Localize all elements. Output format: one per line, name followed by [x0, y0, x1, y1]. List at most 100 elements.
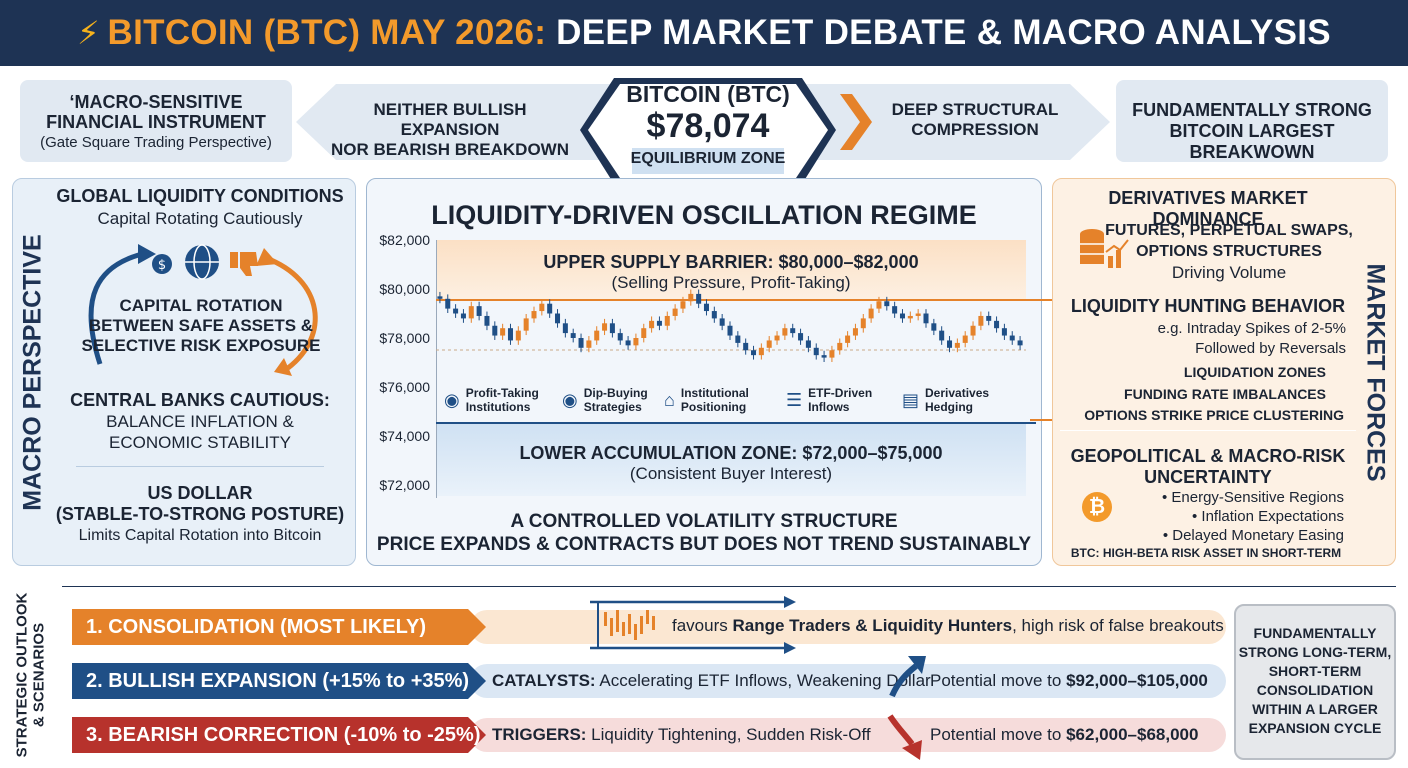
left-arrow-line2: NOR BEARISH BREAKDOWN	[331, 140, 569, 159]
scenario-3-text: TRIGGERS: Liquidity Tightening, Sudden R…	[492, 725, 871, 745]
candle-body	[1009, 335, 1015, 341]
upper-zone-sub: (Selling Pressure, Profit-Taking)	[611, 273, 851, 292]
upper-supply-zone	[436, 240, 1026, 300]
liquidity-section: GLOBAL LIQUIDITY CONDITIONS Capital Rota…	[54, 186, 346, 229]
candle-body	[555, 313, 561, 324]
candle-body	[868, 308, 874, 319]
candle-body	[633, 338, 639, 346]
funding-rate-item: FUNDING RATE IMBALANCES	[1124, 386, 1326, 402]
scenario-3-prefix: TRIGGERS:	[492, 725, 587, 744]
candle-body	[939, 330, 945, 341]
scenario-2-prefix: CATALYSTS:	[492, 671, 596, 690]
candle-body	[907, 315, 913, 319]
scenario-1-label: 1. CONSOLIDATION (MOST LIKELY)	[86, 616, 427, 638]
rotation-diagram: $	[88, 244, 318, 376]
geo-bullet-0: • Energy-Sensitive Regions	[1161, 489, 1344, 506]
candle-body	[570, 333, 576, 338]
y-axis	[436, 240, 437, 498]
candle-body	[594, 330, 600, 341]
candle-body	[962, 335, 968, 343]
derivatives-l2: OPTIONS STRUCTURES	[1136, 243, 1322, 260]
candle-body	[884, 301, 890, 307]
candle-body	[782, 328, 788, 336]
candle-body	[562, 323, 568, 334]
candle-body	[664, 315, 670, 326]
lower-zone-title: LOWER ACCUMULATION ZONE: $72,000–$75,000	[519, 443, 943, 463]
btc-price: $78,074	[646, 107, 770, 145]
candle-body	[688, 293, 694, 302]
lightning-icon: ⚡	[77, 15, 100, 51]
candle-body	[954, 342, 960, 348]
globe-icon	[185, 244, 219, 280]
left-arrow-banner	[296, 84, 636, 160]
geo-footer: BTC: HIGH-BETA RISK ASSET IN SHORT-TERM	[1070, 546, 1342, 560]
instrument-line1: ‘MACRO-SENSITIVE	[69, 92, 243, 112]
candle-body	[641, 328, 647, 338]
y-tick-labels: $82,000 $80,000 $78,000 $76,000 $74,000 …	[370, 232, 430, 500]
candle-body	[711, 311, 717, 319]
participant-dip-buying: ◉ Dip-Buying Strategies	[562, 386, 662, 414]
liquidity-title: GLOBAL LIQUIDITY CONDITIONS	[56, 186, 344, 206]
candle-body	[719, 318, 725, 326]
hunting-title: LIQUIDITY HUNTING BEHAVIOR	[1070, 296, 1346, 316]
candle-body	[476, 306, 482, 316]
rotation-line1: CAPITAL ROTATION	[119, 296, 283, 315]
summary-line5: EXPANSION CYCLE	[1248, 720, 1382, 736]
title-suffix: DEEP MARKET DEBATE & MACRO ANALYSIS	[556, 13, 1331, 52]
scenario-2-move-value: $92,000–$105,000	[1066, 671, 1208, 690]
regime-title: LIQUIDITY-DRIVEN OSCILLATION REGIME	[431, 200, 977, 230]
geo-bullet-2: • Delayed Monetary Easing	[1162, 527, 1344, 544]
scenario-2-text: CATALYSTS: Accelerating ETF Inflows, Wea…	[492, 671, 931, 691]
summary-line2: SHORT-TERM	[1268, 663, 1362, 679]
fundamental-box: FUNDAMENTALLY STRONG BITCOIN LARGEST BRE…	[1116, 80, 1388, 162]
scenario-1-text: favours Range Traders & Liquidity Hunter…	[672, 616, 1224, 636]
participant-derivatives: ▤ Derivatives Hedging	[902, 386, 1012, 414]
candle-body	[970, 325, 976, 336]
candle-body	[672, 308, 678, 316]
scenario-3-move-pre: Potential move to	[930, 725, 1067, 744]
candle-body	[758, 347, 764, 356]
outlook-side-label2: & SCENARIOS	[30, 622, 47, 728]
participant-3-line1: ETF-Driven	[808, 386, 873, 400]
macro-side-label-wrap: MACRO PERSPECTIVE	[12, 178, 54, 566]
participant-4-line1: Derivatives	[925, 386, 990, 400]
regime-footer1: A CONTROLLED VOLATILITY STRUCTURE	[510, 511, 898, 532]
btc-center: BITCOIN (BTC) $78,074 EQUILIBRIUM ZONE	[600, 80, 816, 172]
candle-body	[602, 323, 608, 331]
scenario-1-pre: favours	[672, 616, 733, 635]
candle-body	[978, 315, 984, 326]
lower-accumulation-zone	[436, 424, 1026, 496]
candle-body	[829, 350, 835, 358]
candle-body	[727, 325, 733, 336]
bank-icon: ⌂	[664, 390, 675, 410]
lower-zone-label: LOWER ACCUMULATION ZONE: $72,000–$75,000…	[436, 443, 1026, 484]
candle-body	[947, 340, 953, 348]
money-bag-icon: $	[152, 254, 172, 274]
coin-stack-icon: ☰	[786, 390, 803, 410]
participant-etf: ☰ ETF-Driven Inflows	[786, 386, 886, 414]
scenario-2-move: Potential move to $92,000–$105,000	[930, 671, 1208, 691]
participant-institutional: ⌂ Institutional Positioning	[664, 386, 774, 414]
instrument-line3: (Gate Square Trading Perspective)	[40, 134, 272, 151]
candle-body	[547, 303, 553, 314]
candle-body	[743, 342, 749, 351]
rotation-text: CAPITAL ROTATION BETWEEN SAFE ASSETS & S…	[76, 296, 326, 356]
title-prefix: BITCOIN (BTC) MAY 2026:	[107, 13, 547, 52]
candle-body	[892, 306, 898, 314]
left-arrow-line1: NEITHER BULLISH EXPANSION	[373, 100, 527, 139]
bitcoin-icon: ₿	[1082, 492, 1112, 522]
central-banks-section: CENTRAL BANKS CAUTIOUS: BALANCE INFLATIO…	[54, 390, 346, 453]
candle-body	[805, 340, 811, 348]
lower-zone-sub: (Consistent Buyer Interest)	[629, 464, 833, 483]
candle-body	[617, 333, 623, 341]
btc-name: BITCOIN (BTC)	[626, 81, 790, 107]
hunting-l2: Followed by Reversals	[1195, 340, 1346, 357]
right-arrow-text: DEEP STRUCTURAL COMPRESSION	[880, 100, 1070, 140]
candle-body	[986, 315, 992, 321]
outlook-summary-box: FUNDAMENTALLY STRONG LONG-TERM, SHORT-TE…	[1234, 604, 1396, 760]
usd-title1: US DOLLAR	[147, 483, 253, 503]
candle-body	[500, 328, 506, 336]
macro-divider	[76, 466, 324, 467]
candle-body	[852, 328, 858, 336]
candle-body	[899, 313, 905, 319]
